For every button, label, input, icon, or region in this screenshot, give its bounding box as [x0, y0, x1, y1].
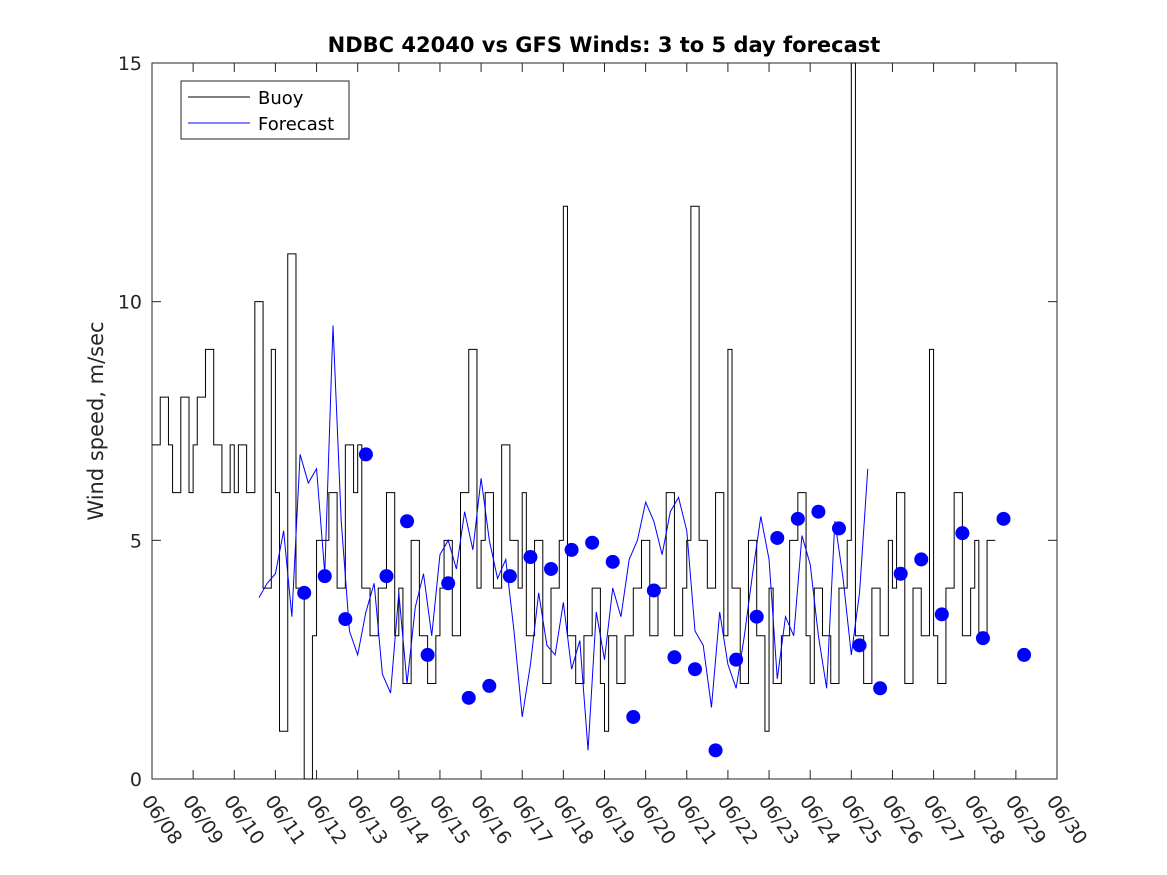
buoy-series-line: [152, 62, 996, 780]
forecast-marker: [1017, 647, 1032, 662]
forecast-marker: [523, 550, 538, 565]
y-axis-label: Wind speed, m/sec: [84, 321, 108, 520]
forecast-marker: [338, 612, 353, 627]
forecast-marker: [708, 743, 723, 758]
forecast-marker: [934, 607, 949, 622]
forecast-marker: [317, 569, 332, 584]
forecast-marker: [996, 511, 1011, 526]
chart-title: NDBC 42040 vs GFS Winds: 3 to 5 day fore…: [328, 33, 881, 57]
forecast-marker: [297, 585, 312, 600]
forecast-marker: [873, 681, 888, 696]
forecast-marker: [646, 583, 661, 598]
legend-forecast-label: Forecast: [258, 114, 334, 135]
plot-area: [151, 62, 1058, 780]
forecast-marker: [790, 511, 805, 526]
forecast-marker: [914, 552, 929, 567]
y-tick-label: 15: [118, 53, 142, 75]
forecast-marker: [358, 447, 373, 462]
forecast-marker: [975, 631, 990, 646]
y-tick-label: 0: [130, 769, 142, 791]
forecast-marker: [564, 542, 579, 557]
forecast-marker: [955, 526, 970, 541]
legend: Buoy Forecast: [180, 80, 350, 140]
forecast-marker: [749, 609, 764, 624]
forecast-marker: [667, 650, 682, 665]
forecast-marker: [770, 530, 785, 545]
forecast-marker: [585, 535, 600, 550]
forecast-marker: [544, 561, 559, 576]
forecast-marker: [420, 647, 435, 662]
forecast-marker: [893, 566, 908, 581]
forecast-marker: [626, 709, 641, 724]
forecast-marker: [831, 521, 846, 536]
forecast-marker: [811, 504, 826, 519]
y-tick-label: 10: [118, 292, 142, 314]
y-tick-label: 5: [130, 530, 142, 552]
forecast-marker: [852, 638, 867, 653]
forecast-marker: [482, 678, 497, 693]
forecast-marker: [502, 569, 517, 584]
forecast-marker: [400, 514, 415, 529]
forecast-marker: [688, 662, 702, 677]
forecast-marker: [379, 569, 394, 584]
forecast-marker: [605, 554, 620, 569]
forecast-series-line: [258, 325, 869, 751]
forecast-marker: [461, 690, 476, 705]
forecast-marker: [729, 652, 744, 667]
legend-box: [180, 80, 350, 140]
forecast-marker: [441, 576, 456, 591]
legend-buoy-label: Buoy: [258, 88, 304, 109]
